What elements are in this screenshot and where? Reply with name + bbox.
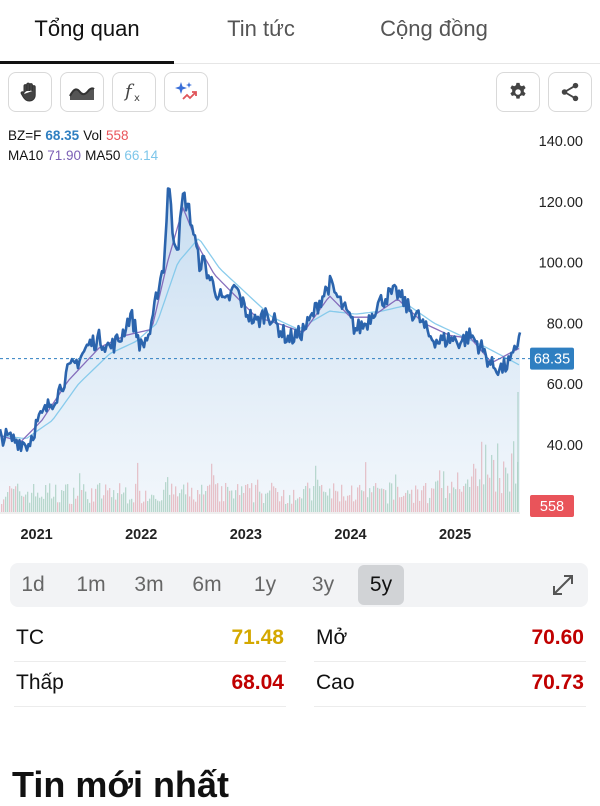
stat-open-value: 70.60	[531, 626, 584, 649]
y-tick-label: 80.00	[547, 316, 583, 332]
legend-symbol: BZ=F	[8, 128, 42, 143]
y-tick-label: 120.00	[539, 195, 583, 211]
legend-row-2: MA10 71.90 MA50 66.14	[8, 148, 162, 163]
stat-high-label: Cao	[316, 671, 355, 694]
active-tab-indicator	[0, 61, 174, 64]
y-tick-label: 40.00	[547, 438, 583, 454]
tab-overview[interactable]: Tổng quan	[34, 16, 140, 41]
price-chart[interactable]: 140.00 120.00 100.00 80.00 60.00 40.00 68.35 55…	[0, 122, 600, 550]
volume-badge-text: 558	[540, 499, 564, 515]
x-tick-label: 2025	[439, 527, 471, 543]
stat-high: Cao 70.73	[314, 663, 586, 707]
y-tick-label: 60.00	[547, 377, 583, 393]
x-tick-label: 2023	[230, 527, 262, 543]
legend-vol-label: Vol	[83, 128, 102, 143]
stat-reference-label: TC	[16, 626, 44, 649]
expand-icon[interactable]	[550, 572, 576, 598]
y-tick-label: 100.00	[539, 256, 583, 272]
stat-low-value: 68.04	[231, 671, 284, 694]
share-icon	[561, 82, 579, 102]
stat-reference: TC 71.48	[14, 618, 286, 662]
volume-badge	[530, 495, 574, 517]
stat-open-label: Mở	[316, 626, 348, 649]
stat-low-label: Thấp	[16, 671, 64, 694]
ai-analysis-button[interactable]	[164, 72, 208, 112]
period-1m[interactable]: 1m	[76, 573, 106, 596]
period-1d[interactable]: 1d	[21, 573, 45, 596]
chart-style-button[interactable]	[60, 72, 104, 112]
period-3m[interactable]: 3m	[134, 573, 164, 596]
top-tab-bar: Tổng quan Tin tức Cộng đồng	[0, 0, 600, 64]
indicator-button[interactable]: f x	[112, 72, 156, 112]
price-line	[0, 187, 522, 453]
period-5y[interactable]: 5y	[358, 565, 404, 605]
period-selector: 1d 1m 3m 6m 1y 3y 5y	[10, 563, 588, 607]
ai-sparkle-icon	[175, 82, 197, 100]
stat-open: Mở 70.60	[314, 618, 586, 662]
period-6m[interactable]: 6m	[192, 573, 222, 596]
price-area	[0, 188, 520, 512]
last-price-badge-text: 68.35	[534, 352, 570, 368]
ma50-line	[0, 238, 520, 440]
x-tick-label: 2021	[20, 527, 52, 543]
y-tick-label: 140.00	[539, 134, 583, 150]
area-chart-icon	[69, 87, 95, 100]
chart-toolbar: f x	[0, 72, 600, 116]
legend-ma50-label: MA50	[85, 148, 121, 163]
stat-reference-value: 71.48	[231, 626, 284, 649]
tab-news[interactable]: Tin tức	[227, 16, 295, 41]
x-tick-label: 2022	[125, 527, 157, 543]
hand-draw-icon	[20, 82, 36, 102]
settings-button[interactable]	[496, 72, 540, 112]
stat-high-value: 70.73	[531, 671, 584, 694]
legend-ma10-label: MA10	[8, 148, 44, 163]
chart-canvas: 140.00 120.00 100.00 80.00 60.00 40.00 68.35 55…	[0, 134, 583, 543]
legend-row-1: BZ=F 68.35 Vol 558	[8, 128, 133, 143]
hand-draw-button[interactable]	[8, 72, 52, 112]
news-section-title: Tin mới nhất	[12, 764, 229, 805]
period-1y[interactable]: 1y	[253, 573, 277, 596]
legend-vol: 558	[105, 128, 129, 143]
legend-price: 68.35	[45, 128, 80, 143]
share-button[interactable]	[548, 72, 592, 112]
legend-ma50: 66.14	[124, 148, 159, 163]
period-3y[interactable]: 3y	[311, 573, 335, 596]
gear-icon	[510, 82, 526, 99]
function-icon: f x	[123, 81, 140, 104]
tab-community[interactable]: Cộng đồng	[380, 16, 488, 41]
svg-text:x: x	[134, 93, 140, 104]
last-price-badge	[530, 347, 574, 370]
stat-low: Thấp 68.04	[14, 663, 286, 707]
legend-ma10: 71.90	[47, 148, 82, 163]
x-tick-label: 2024	[334, 527, 366, 543]
